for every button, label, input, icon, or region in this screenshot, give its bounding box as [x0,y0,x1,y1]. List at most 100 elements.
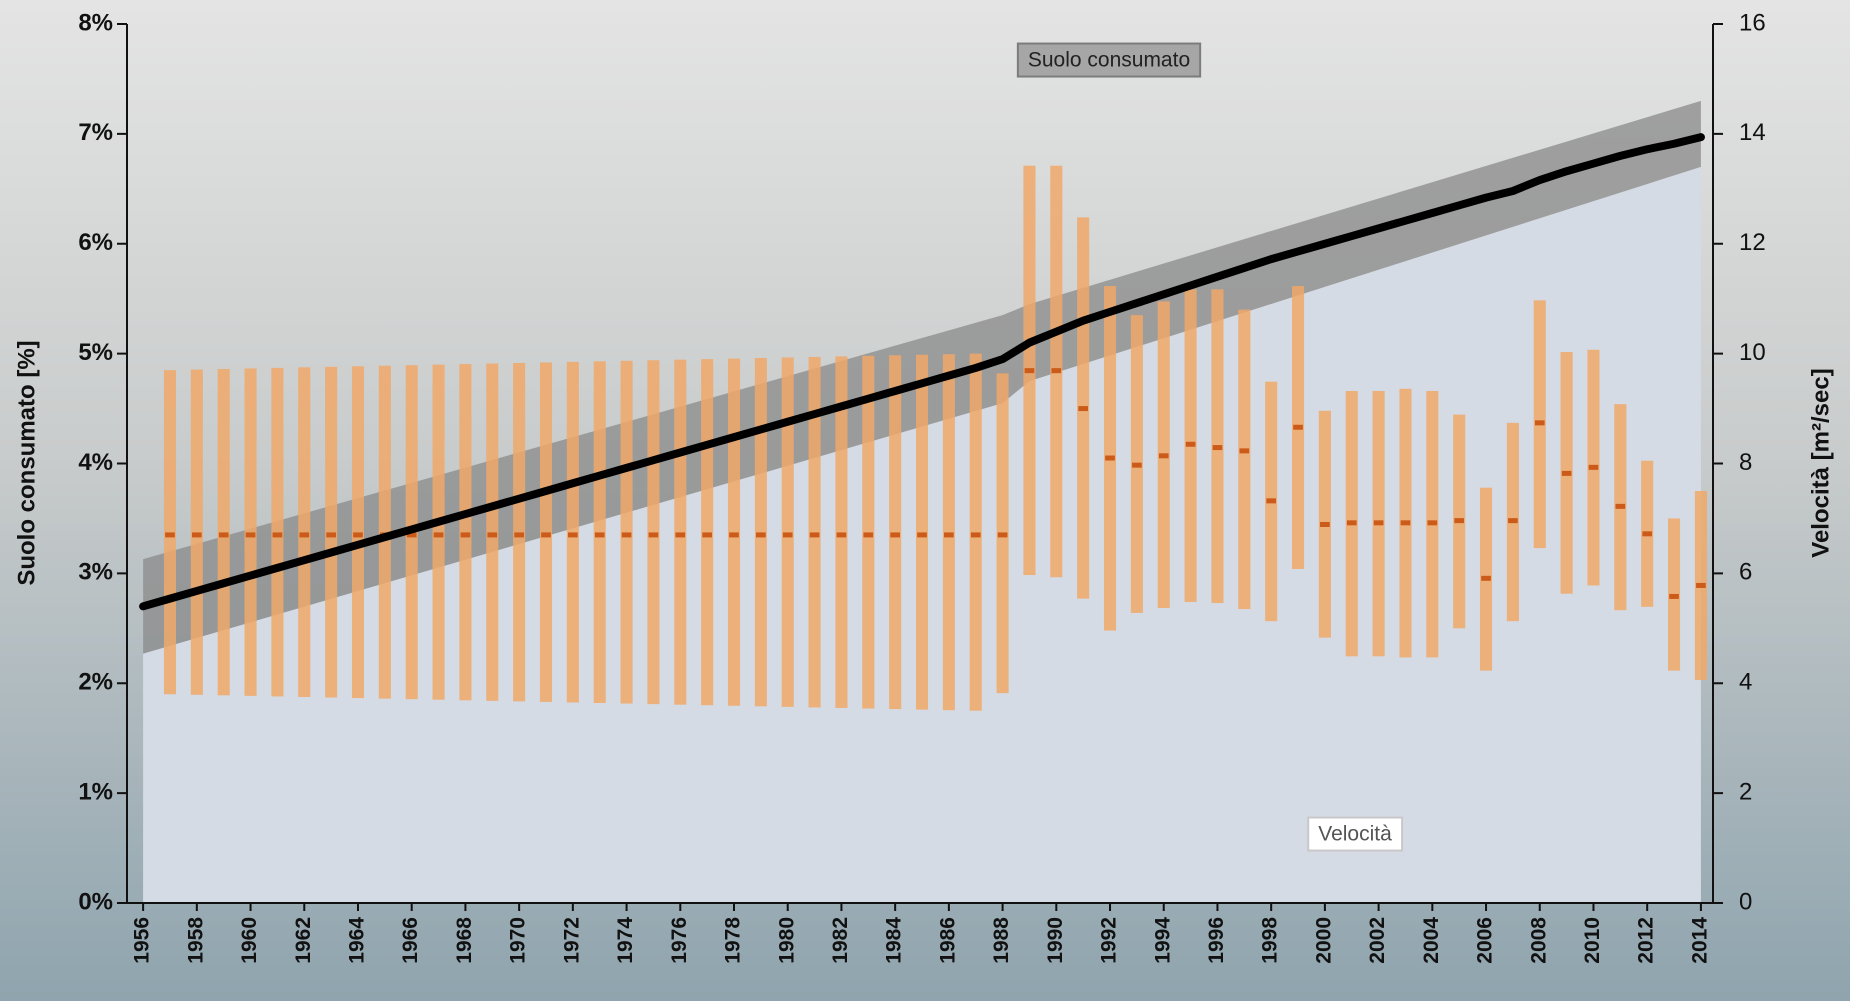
x-tick-label: 1966 [399,917,422,964]
y-tick-label: 0% [78,888,113,915]
x-tick-label: 1992 [1098,917,1121,964]
series-label-box [1016,42,1202,78]
x-tick-label: 1956 [131,917,154,964]
plot: 0% 1% 2% 3% 4% 5% 6% 7% 8% 0 2 4 6 8 10 12 14 16 1956 1958 1… [78,9,1765,963]
velocity-center [1427,520,1438,526]
velocity-center [970,532,981,538]
velocity-center [1158,453,1169,459]
series-label: Suolo consumato [1028,49,1190,72]
y-tick-label: 3% [78,559,113,586]
velocity-center [756,532,766,538]
x-tick-label: 2002 [1366,917,1389,964]
velocity-range [862,355,875,709]
velocity-center [353,532,363,538]
velocity-range [915,354,929,710]
y-tick-label: 8% [78,9,113,36]
velocity-center [1400,520,1411,526]
velocity-center [245,532,256,538]
x-tick-label: 2004 [1420,917,1443,964]
velocity-range [942,354,955,711]
velocity-range [754,358,767,707]
velocity-range [566,361,579,703]
velocity-center [1132,462,1142,468]
velocity-center [944,532,954,538]
velocity-center [1024,368,1035,374]
velocity-center [702,532,712,538]
velocity-range [459,364,472,701]
velocity-range [781,357,794,707]
velocity-range [513,362,526,702]
velocity-center [1669,593,1679,599]
velocity-center [1051,368,1062,374]
velocity-center [1561,470,1572,476]
x-tick-label: 1962 [292,917,315,964]
x-tick-label: 1988 [990,917,1013,964]
velocity-center [514,532,524,538]
velocity-range [889,355,902,710]
velocity-center [1239,448,1250,454]
velocity-center [917,532,927,538]
x-tick-label: 2008 [1527,917,1550,964]
velocity-center [165,532,175,538]
y2-tick-label: 14 [1739,119,1766,146]
velocity-center [621,532,632,538]
velocity-range [1238,309,1251,610]
velocity-center [890,532,900,538]
velocity-center [406,532,417,538]
x-tick-label: 2014 [1688,917,1711,964]
x-tick-label: 1990 [1044,917,1067,964]
velocity-center [675,532,686,538]
y2-tick-label: 6 [1739,559,1752,586]
velocity-center [1078,406,1089,412]
velocity-center [1696,582,1706,588]
x-tick-label: 1982 [829,917,852,964]
x-tick-label: 2012 [1635,917,1658,964]
x-tick-label: 2000 [1312,917,1335,964]
x-tick-label: 1976 [668,917,691,964]
velocity-range [808,356,821,708]
y-tick-label: 4% [78,449,113,476]
velocity-center [191,532,202,538]
x-tick-label: 1964 [346,917,369,964]
y2-axis-label: Velocità [m²/sec] [1807,368,1834,557]
velocity-range [432,364,445,700]
velocity-center [648,532,659,538]
velocity-center [1320,521,1330,527]
y-tick-label: 7% [78,119,113,146]
series-label: Velocità [1318,823,1392,846]
velocity-center [1588,464,1599,470]
velocity-range [539,362,553,702]
velocity-center [299,532,310,538]
y2-tick-label: 8 [1739,449,1752,476]
velocity-range [486,363,499,701]
velocity-range [271,367,284,697]
velocity-center [1508,518,1518,524]
y-tick-label: 2% [78,669,113,696]
velocity-range [674,359,687,705]
y-tick-label: 1% [78,778,113,805]
velocity-center [568,532,578,538]
velocity-center [782,532,793,538]
velocity-center [1266,498,1277,504]
x-tick-label: 1978 [722,917,745,964]
velocity-center [809,532,820,538]
velocity-range [351,366,365,699]
velocity-center [863,532,874,538]
velocity-range [325,366,338,698]
velocity-center [541,532,551,538]
x-tick-label: 1986 [936,917,959,964]
x-tick-label: 1968 [453,917,476,964]
x-tick-label: 1980 [775,917,798,964]
velocity-range [727,358,741,706]
velocity-range [163,370,177,695]
velocity-center [1185,441,1196,447]
x-tick-label: 1984 [883,917,906,964]
velocity-center [997,532,1008,538]
velocity-center [326,532,336,538]
x-tick-label: 1960 [238,917,261,964]
x-tick-label: 2010 [1581,917,1604,964]
velocity-center [1615,503,1626,509]
velocity-center [1373,520,1384,526]
x-tick-label: 1958 [184,917,207,964]
